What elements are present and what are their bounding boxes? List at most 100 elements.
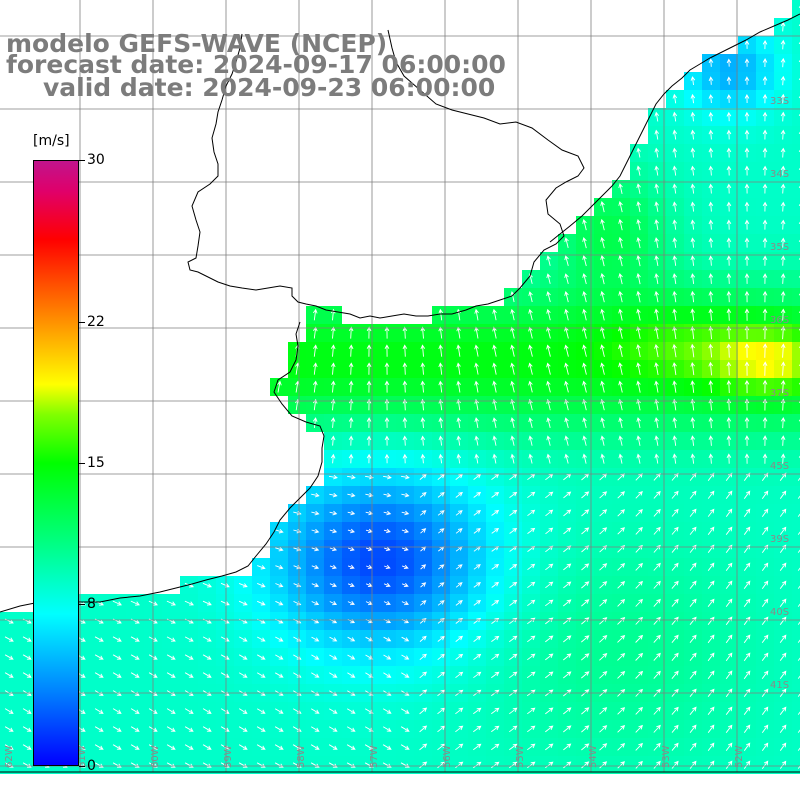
wind-arrow — [743, 580, 751, 589]
wind-arrow — [330, 344, 336, 357]
wind-speed-cell — [792, 18, 800, 36]
wind-arrow — [311, 564, 320, 570]
wind-arrow — [671, 706, 679, 715]
wind-arrow — [635, 598, 643, 607]
wind-arrow — [455, 528, 463, 534]
wind-arrow — [797, 654, 800, 661]
wind-arrow — [528, 398, 533, 411]
wind-arrow — [491, 491, 500, 498]
wind-arrow — [202, 582, 212, 588]
wind-arrow — [491, 617, 500, 624]
wind-arrow — [599, 761, 608, 769]
wind-arrow — [455, 725, 464, 733]
wind-arrow — [348, 453, 354, 464]
wind-arrow — [166, 708, 176, 714]
latitude-label: 41S — [770, 680, 789, 691]
wind-arrow — [582, 326, 587, 339]
wind-arrow — [256, 636, 266, 642]
wind-arrow — [690, 129, 696, 140]
wind-arrow — [654, 183, 660, 194]
wind-arrow — [347, 672, 356, 678]
wind-arrow — [545, 671, 554, 679]
wind-arrow — [599, 491, 608, 499]
wind-arrow — [744, 111, 750, 122]
wind-arrow — [635, 580, 643, 589]
wind-speed-cell — [792, 72, 800, 90]
wind-arrow — [384, 417, 390, 428]
wind-arrow — [545, 743, 554, 751]
wind-arrow — [689, 490, 697, 499]
wind-arrow — [256, 708, 266, 714]
wind-arrow — [636, 435, 641, 446]
wind-arrow — [636, 344, 641, 358]
wind-arrow — [779, 670, 787, 679]
wind-arrow — [708, 453, 714, 464]
wind-arrow — [455, 707, 464, 715]
wind-arrow — [689, 526, 697, 535]
wind-arrow — [382, 726, 392, 732]
wind-arrow — [256, 672, 266, 678]
wind-arrow — [492, 344, 497, 357]
wind-arrow — [618, 308, 623, 321]
wind-arrow — [112, 744, 122, 750]
wind-arrow — [383, 492, 392, 498]
wind-arrow — [347, 546, 355, 552]
wind-arrow — [797, 672, 800, 679]
wind-arrow — [528, 435, 533, 446]
wind-arrow — [780, 453, 786, 464]
wind-arrow — [563, 527, 572, 535]
wind-arrow — [689, 724, 697, 733]
wind-arrow — [617, 509, 625, 517]
wind-arrow — [744, 343, 750, 358]
wind-arrow — [761, 742, 769, 751]
wind-arrow — [312, 308, 318, 321]
wind-arrow — [600, 200, 605, 213]
wind-arrow — [311, 601, 320, 606]
wind-arrow — [581, 635, 590, 643]
wind-arrow — [780, 147, 786, 158]
wind-arrow — [690, 453, 696, 464]
wind-arrow — [743, 724, 751, 733]
title-line-forecast-date: forecast date: 2024-09-17 06:00:00 — [6, 50, 506, 79]
wind-arrow — [528, 380, 533, 393]
wind-arrow — [347, 636, 356, 642]
wind-arrow — [671, 760, 679, 769]
wind-arrow — [383, 636, 392, 642]
wind-arrow — [617, 581, 626, 589]
wind-arrow — [690, 290, 696, 303]
wind-arrow — [238, 762, 248, 768]
wind-arrow — [275, 654, 284, 660]
colorbar-tick-mark — [79, 463, 85, 464]
wind-arrow — [419, 707, 428, 715]
wind-arrow — [726, 325, 732, 340]
wind-arrow — [582, 290, 587, 303]
wind-arrow — [274, 726, 284, 732]
wind-arrow — [400, 762, 410, 768]
wind-arrow — [725, 562, 733, 571]
wind-arrow — [438, 564, 445, 570]
wind-arrow — [546, 308, 551, 321]
wind-arrow — [546, 344, 551, 357]
wind-arrow — [762, 435, 768, 446]
wind-arrow — [491, 509, 500, 516]
wind-arrow — [509, 707, 518, 715]
wind-arrow — [761, 670, 769, 679]
wind-arrow — [509, 761, 518, 769]
wind-arrow — [743, 706, 751, 715]
wind-arrow — [671, 472, 679, 481]
wind-arrow — [563, 743, 572, 751]
wind-arrow — [474, 435, 480, 446]
wind-arrow — [780, 57, 786, 68]
wind-arrow — [726, 435, 732, 446]
wind-speed-cell — [792, 558, 800, 576]
wind-arrow — [654, 435, 659, 446]
wind-speed-cell — [792, 216, 800, 234]
wind-arrow — [690, 273, 696, 284]
wind-speed-cell — [792, 144, 800, 162]
wind-arrow — [202, 636, 212, 642]
colorbar-tick-label: 22 — [87, 313, 105, 330]
wind-speed-cell — [792, 54, 800, 72]
wind-arrow — [437, 761, 446, 769]
wind-arrow — [762, 219, 768, 230]
wind-arrow — [690, 183, 696, 194]
